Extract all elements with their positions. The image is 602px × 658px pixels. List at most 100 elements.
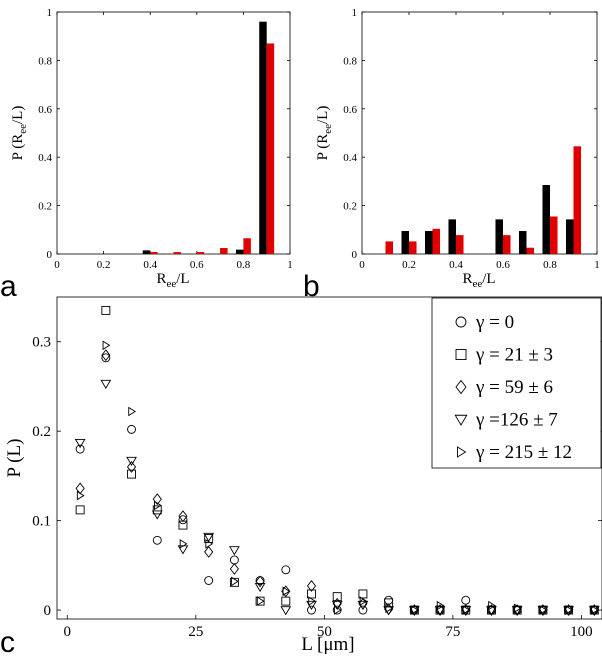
marker-diamond: [255, 575, 265, 588]
panel-a-histogram: 0 0.2 0.4 0.6 0.8 1 0 0.2 0.4 0.6 0.8 1 Ree/L P (Re…: [0, 7, 293, 303]
y-tick-label: 0.3: [32, 335, 51, 351]
panel-b-histogram: 0 0.2 0.4 0.6 0.8 1 0 0.2 0.4 0.6 0.8 1 Ree/L P (Re…: [303, 7, 600, 303]
marker-circle: [101, 353, 111, 363]
bar-red: [550, 216, 558, 254]
legend-box: [431, 297, 602, 469]
bar-red: [266, 43, 275, 255]
panel-c-axes-frame: [56, 296, 602, 620]
y-tick-label: 1: [352, 7, 358, 19]
legend-label: γ = 21 ± 3: [475, 345, 553, 366]
marker-triangle-right: [282, 586, 291, 597]
y-tick-label: 0.2: [32, 424, 51, 440]
y-tick-label: 0.8: [343, 55, 357, 67]
legend-label: γ = 59 ± 6: [475, 377, 553, 398]
marker-triangle-right: [436, 600, 445, 611]
bar-red: [526, 247, 535, 254]
bar-black: [448, 219, 456, 254]
bar-black: [424, 231, 433, 254]
legend-items: γ = 0 γ = 21 ± 3 γ = 59 ± 6 γ =126 ± 7 γ = 2…: [454, 312, 572, 463]
marker-diamond: [152, 493, 162, 506]
bar-black: [565, 219, 574, 254]
x-tick-label: 1: [287, 259, 293, 271]
panel-c-ylabel: P (L): [4, 439, 25, 478]
y-tick-label: 0.1: [32, 514, 51, 530]
y-tick-label: 0.8: [38, 55, 52, 67]
x-tick-label: 0.2: [97, 259, 111, 271]
x-tick-label: 75: [445, 624, 460, 640]
x-tick-label: 0: [54, 259, 60, 271]
bar-red: [432, 228, 441, 254]
marker-square: [127, 469, 137, 479]
x-tick-label: 0.8: [237, 259, 251, 271]
bar-black: [401, 231, 409, 254]
marker-square: [281, 596, 291, 606]
marker-triangle-down: [100, 379, 112, 390]
legend-label: γ =126 ± 7: [475, 410, 558, 431]
x-tick-label: 0: [64, 624, 72, 640]
panel-c-marks: 0 25 50 75 100 0 0.1 0.2 0.3: [32, 305, 602, 640]
marker-triangle-right: [457, 446, 467, 458]
x-tick-label: 50: [317, 624, 332, 640]
marker-square: [455, 349, 467, 360]
panel-b-letter: b: [303, 270, 320, 303]
marker-triangle-down: [151, 510, 163, 520]
panel-c-scatter: 0 25 50 75 100 0 0.1 0.2 0.3 L [μm] P (L) c γ = …: [0, 296, 602, 658]
marker-circle: [455, 316, 467, 328]
x-tick-label: 0.4: [143, 259, 157, 271]
marker-triangle-right: [591, 605, 599, 615]
marker-diamond: [306, 579, 317, 592]
bar-red: [196, 252, 205, 254]
panel-a-xlabel: Ree/L: [156, 271, 189, 290]
marker-triangle-right: [488, 600, 496, 611]
y-tick-label: 1: [47, 7, 53, 19]
x-tick-label: 0: [359, 259, 365, 271]
marker-triangle-down: [331, 600, 343, 610]
marker-triangle-down: [74, 438, 86, 449]
x-tick-label: 0.6: [496, 259, 510, 271]
y-tick-label: 0.4: [343, 152, 357, 164]
marker-triangle-right: [154, 500, 162, 511]
bar-red: [220, 247, 228, 254]
marker-triangle-down: [254, 582, 266, 593]
marker-triangle-down: [454, 414, 468, 426]
y-tick-label: 0: [47, 249, 53, 261]
x-tick-label: 25: [188, 624, 203, 640]
marker-diamond: [126, 461, 137, 473]
marker-triangle-down: [280, 606, 292, 616]
y-tick-label: 0.2: [38, 201, 52, 213]
marker-triangle-right: [385, 603, 394, 614]
marker-triangle-right: [256, 596, 265, 606]
marker-triangle-down: [126, 456, 137, 466]
bar-black: [518, 231, 527, 254]
bar-red: [243, 238, 251, 254]
marker-triangle-down: [383, 606, 395, 616]
marker-triangle-right: [565, 605, 574, 615]
marker-triangle-right: [513, 603, 522, 614]
marker-triangle-down: [486, 606, 497, 616]
marker-square: [332, 592, 342, 602]
x-tick-label: 100: [570, 624, 593, 640]
x-tick-label: 0.4: [449, 259, 463, 271]
bar-red: [503, 235, 511, 254]
marker-square: [152, 505, 162, 515]
y-tick-label: 0: [44, 603, 52, 619]
marker-triangle-right: [411, 605, 419, 615]
marker-diamond: [455, 379, 467, 395]
marker-triangle-down: [203, 532, 215, 542]
panel-a-marks: 0 0.2 0.4 0.6 0.8 1 0 0.2 0.4 0.6 0.8 1: [38, 7, 293, 271]
marker-triangle-right: [76, 490, 85, 501]
marker-triangle-down: [511, 606, 523, 616]
bar-black: [259, 21, 267, 255]
bar-black: [235, 249, 244, 254]
marker-triangle-right: [539, 605, 548, 615]
panel-c-letter: c: [0, 626, 15, 658]
marker-circle: [178, 515, 188, 525]
panel-b-axes-frame: [361, 11, 598, 255]
marker-diamond: [101, 349, 111, 362]
bar-red: [173, 252, 181, 254]
x-tick-label: 0.2: [402, 259, 416, 271]
bar-red: [385, 241, 394, 254]
marker-circle: [127, 424, 137, 434]
y-tick-label: 0.6: [343, 104, 357, 116]
